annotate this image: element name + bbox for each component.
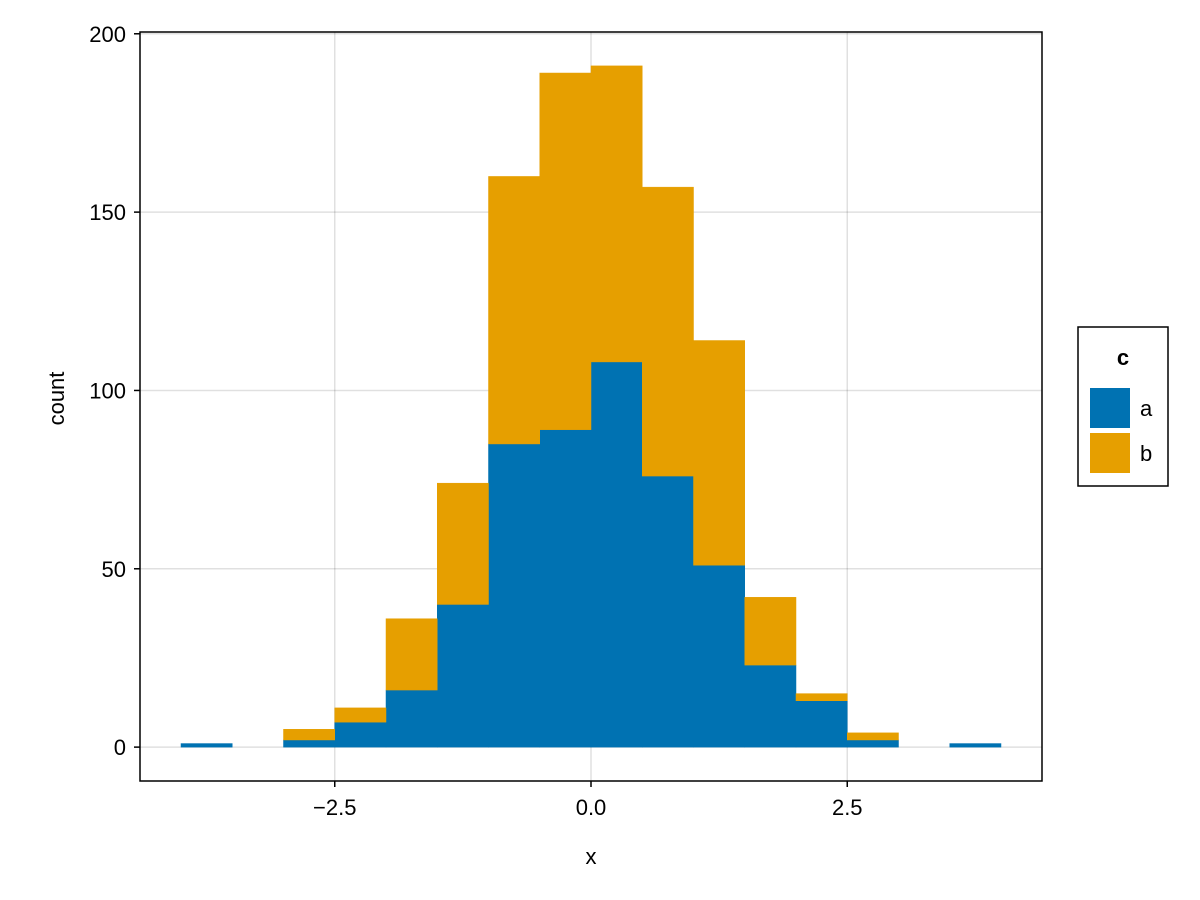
bar-b xyxy=(437,482,489,605)
legend-label-b: b xyxy=(1140,441,1152,466)
bar-a xyxy=(180,743,233,748)
bar-b xyxy=(334,707,387,723)
y-tick-label: 0 xyxy=(114,735,126,760)
bar-b xyxy=(488,176,540,445)
bar-a xyxy=(795,700,848,748)
x-axis-title: x xyxy=(586,844,597,869)
bar-a xyxy=(385,689,438,748)
bar-a xyxy=(949,743,1002,748)
bar-b xyxy=(590,65,643,363)
legend: c ab xyxy=(1077,326,1169,487)
legend-swatch-b xyxy=(1090,433,1130,473)
bar-a xyxy=(283,739,335,748)
legend-swatch-a xyxy=(1090,388,1130,428)
y-axis-title: count xyxy=(44,372,69,426)
y-tick-label: 100 xyxy=(89,378,126,403)
bar-b xyxy=(693,340,745,566)
bar-b xyxy=(283,729,335,741)
x-tick-label: 2.5 xyxy=(832,795,863,820)
bar-a xyxy=(744,664,797,748)
bar-a xyxy=(590,361,643,748)
x-tick-label: −2.5 xyxy=(313,795,356,820)
x-tick-label: 0.0 xyxy=(576,795,607,820)
legend-entries: ab xyxy=(1090,388,1153,473)
bar-b xyxy=(795,693,848,701)
bar-a xyxy=(847,739,899,748)
bar-a xyxy=(539,429,592,748)
legend-title: c xyxy=(1117,345,1129,370)
y-tick-label: 200 xyxy=(89,22,126,47)
bar-a xyxy=(642,475,694,748)
histogram-bars xyxy=(180,65,1002,748)
bar-a xyxy=(437,604,489,748)
bar-a xyxy=(488,443,540,748)
bar-a xyxy=(334,721,387,748)
bar-b xyxy=(744,597,797,666)
y-tick-label: 150 xyxy=(89,200,126,225)
bar-b xyxy=(385,618,438,691)
bar-b xyxy=(847,732,899,741)
axis-ticks: −2.5 0.0 2.5 0 50 100 150 200 xyxy=(89,22,862,820)
bar-b xyxy=(539,72,592,430)
legend-label-a: a xyxy=(1140,396,1153,421)
bar-a xyxy=(693,564,745,748)
bar-b xyxy=(642,186,694,477)
y-tick-label: 50 xyxy=(102,557,126,582)
